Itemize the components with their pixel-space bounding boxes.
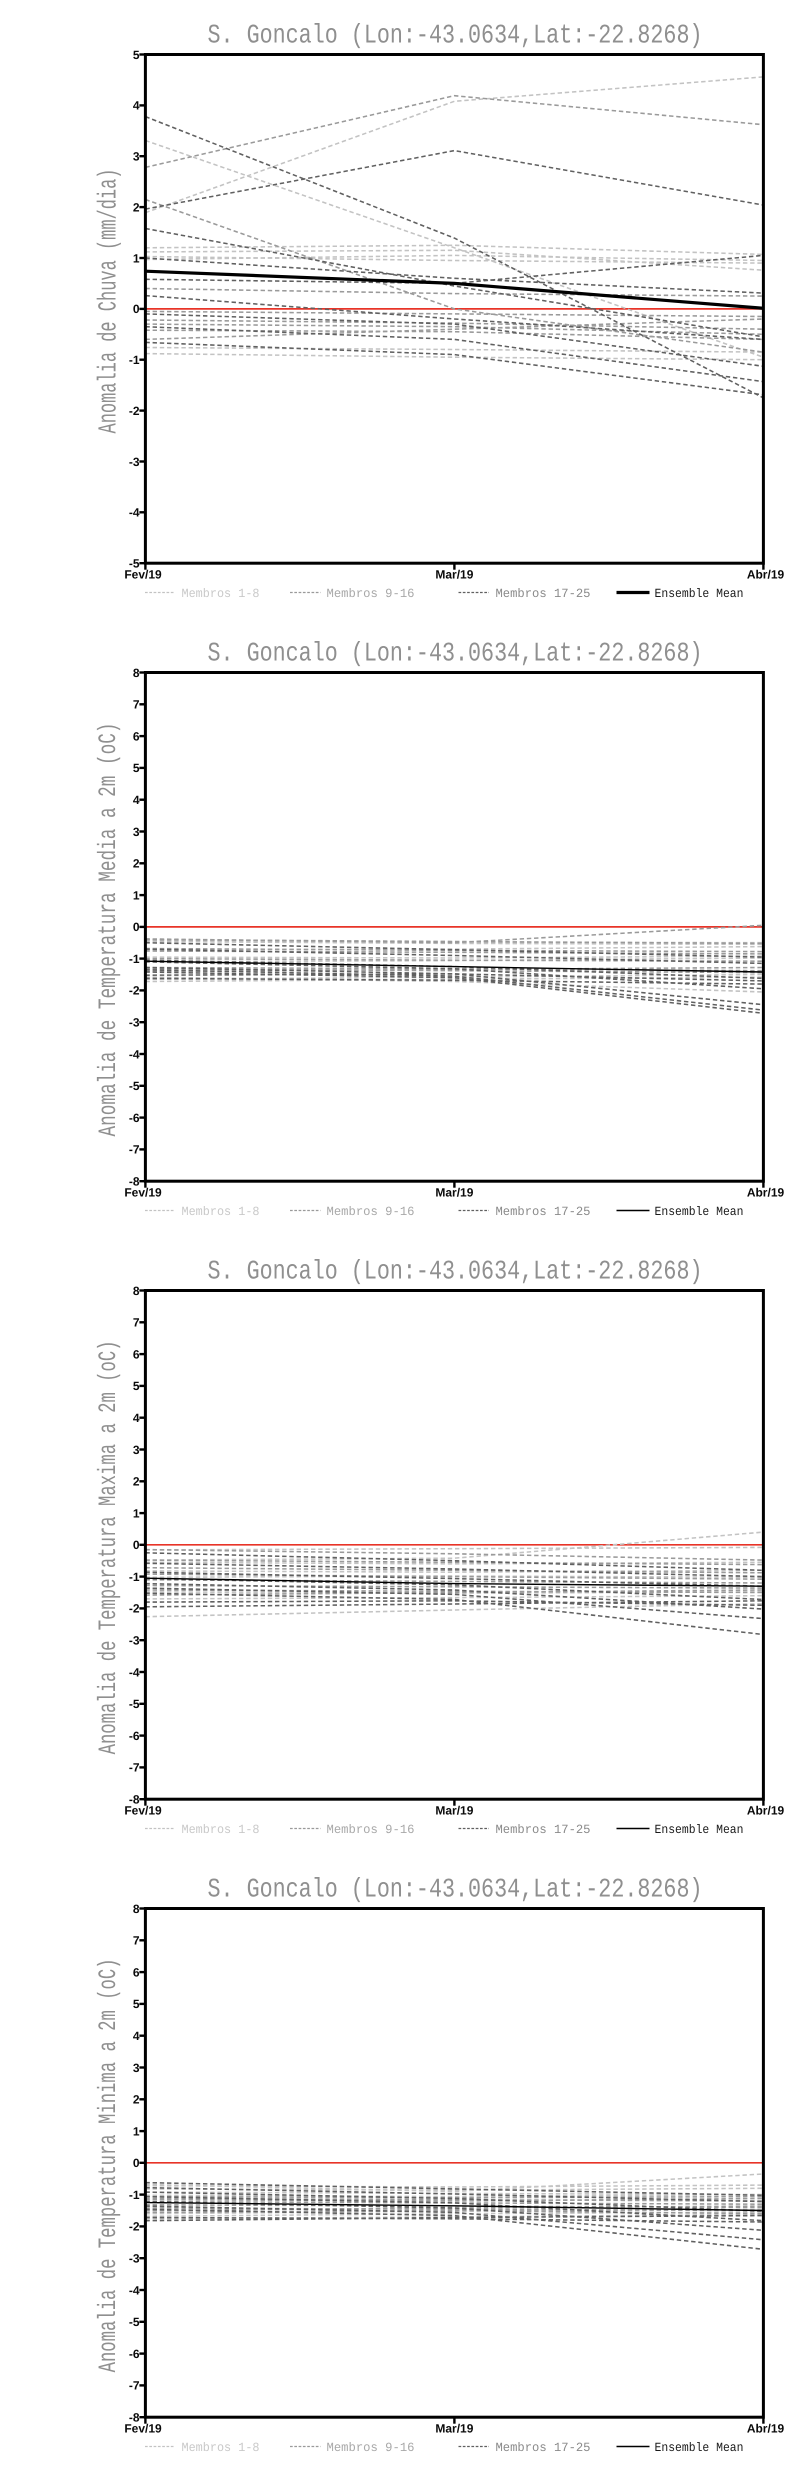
svg-text:8: 8 [133,1284,140,1298]
svg-text:-1: -1 [129,2188,140,2202]
svg-text:3: 3 [133,2061,140,2075]
svg-text:3: 3 [133,1443,140,1457]
svg-text:-7: -7 [129,2379,140,2393]
svg-text:-2: -2 [129,1602,140,1616]
svg-text:5: 5 [133,1379,140,1393]
svg-text:Ensemble Mean: Ensemble Mean [655,1823,744,1837]
svg-text:1: 1 [133,2124,140,2138]
svg-text:3: 3 [133,825,140,839]
svg-text:-3: -3 [129,2252,140,2266]
svg-text:-5: -5 [129,2315,140,2329]
svg-text:0: 0 [133,920,140,934]
svg-text:-4: -4 [129,1047,140,1061]
svg-text:4: 4 [133,99,140,113]
svg-text:-2: -2 [129,404,140,418]
svg-text:0: 0 [133,302,140,316]
svg-text:Anomalia de Chuva (mm/dia): Anomalia de Chuva (mm/dia) [94,169,124,434]
svg-text:-3: -3 [129,455,140,469]
svg-text:Mar/19: Mar/19 [435,1186,473,1200]
svg-text:Fev/19: Fev/19 [124,568,162,582]
svg-text:S. Goncalo (Lon:-43.0634,Lat:-: S. Goncalo (Lon:-43.0634,Lat:-22.8268) [208,1876,703,1906]
svg-text:1: 1 [133,888,140,902]
svg-text:-1: -1 [129,1570,140,1584]
svg-text:5: 5 [133,761,140,775]
svg-text:2: 2 [133,857,140,871]
svg-text:-4: -4 [129,1665,140,1679]
svg-text:2: 2 [133,2093,140,2107]
svg-text:8: 8 [133,666,140,680]
svg-text:0: 0 [133,1538,140,1552]
svg-text:Mar/19: Mar/19 [435,568,473,582]
svg-text:0: 0 [133,2156,140,2170]
svg-text:-4: -4 [129,506,140,520]
svg-text:7: 7 [133,1934,140,1948]
svg-text:-5: -5 [129,1697,140,1711]
svg-text:6: 6 [133,1347,140,1361]
svg-text:-2: -2 [129,984,140,998]
svg-text:-5: -5 [129,1079,140,1093]
svg-text:-3: -3 [129,1634,140,1648]
svg-text:4: 4 [133,793,140,807]
svg-text:6: 6 [133,1965,140,1979]
svg-text:3: 3 [133,150,140,164]
svg-text:Membros 17-25: Membros 17-25 [496,2441,591,2455]
svg-text:Membros 1-8: Membros 1-8 [182,1823,260,1837]
svg-text:-1: -1 [129,353,140,367]
svg-text:Abr/19: Abr/19 [747,568,785,582]
svg-text:-8: -8 [129,2411,140,2425]
svg-text:-7: -7 [129,1143,140,1157]
svg-text:1: 1 [133,251,140,265]
svg-text:Ensemble Mean: Ensemble Mean [655,1205,744,1219]
svg-text:Membros 9-16: Membros 9-16 [327,1823,415,1837]
svg-text:Membros 9-16: Membros 9-16 [327,587,415,601]
svg-text:Membros 9-16: Membros 9-16 [327,2441,415,2455]
svg-text:-3: -3 [129,1016,140,1030]
svg-text:Membros 1-8: Membros 1-8 [182,1205,260,1219]
svg-text:-1: -1 [129,952,140,966]
svg-text:-6: -6 [129,1111,140,1125]
svg-text:Anomalia de Temperatura Media: Anomalia de Temperatura Media a 2m (oC) [94,723,123,1137]
svg-text:Abr/19: Abr/19 [747,1804,785,1818]
svg-text:Fev/19: Fev/19 [124,2422,162,2436]
svg-text:S. Goncalo (Lon:-43.0634,Lat:-: S. Goncalo (Lon:-43.0634,Lat:-22.8268) [208,640,703,670]
svg-text:Membros 1-8: Membros 1-8 [182,2441,260,2455]
svg-text:Membros 9-16: Membros 9-16 [327,1205,415,1219]
svg-text:2: 2 [133,1475,140,1489]
svg-text:Membros 17-25: Membros 17-25 [496,1823,591,1837]
svg-text:4: 4 [133,1411,140,1425]
svg-text:-4: -4 [129,2283,140,2297]
svg-text:8: 8 [133,1902,140,1916]
svg-text:Ensemble Mean: Ensemble Mean [655,2441,744,2455]
svg-text:S. Goncalo (Lon:-43.0634,Lat:-: S. Goncalo (Lon:-43.0634,Lat:-22.8268) [208,1258,703,1288]
svg-text:1: 1 [133,1506,140,1520]
svg-text:-5: -5 [129,557,140,571]
svg-text:Membros 1-8: Membros 1-8 [182,587,260,601]
svg-text:6: 6 [133,729,140,743]
svg-text:Anomalia de Temperatura Minima: Anomalia de Temperatura Minima a 2m (oC) [94,1958,123,2372]
svg-text:-2: -2 [129,2220,140,2234]
svg-text:Abr/19: Abr/19 [747,2422,785,2436]
svg-text:5: 5 [133,1997,140,2011]
svg-text:Mar/19: Mar/19 [435,1804,473,1818]
svg-text:2: 2 [133,200,140,214]
svg-text:7: 7 [133,1316,140,1330]
svg-text:Membros 17-25: Membros 17-25 [496,1205,591,1219]
svg-text:Fev/19: Fev/19 [124,1804,162,1818]
svg-text:Membros 17-25: Membros 17-25 [496,587,591,601]
svg-text:7: 7 [133,698,140,712]
svg-text:4: 4 [133,2029,140,2043]
svg-text:Abr/19: Abr/19 [747,1186,785,1200]
svg-text:S. Goncalo (Lon:-43.0634,Lat:-: S. Goncalo (Lon:-43.0634,Lat:-22.8268) [208,22,703,52]
svg-text:5: 5 [133,48,140,62]
svg-text:Anomalia de Temperatura Maxima: Anomalia de Temperatura Maxima a 2m (oC) [94,1340,123,1754]
svg-text:-8: -8 [129,1175,140,1189]
svg-text:Mar/19: Mar/19 [435,2422,473,2436]
svg-text:-7: -7 [129,1761,140,1775]
svg-text:-8: -8 [129,1793,140,1807]
svg-text:Fev/19: Fev/19 [124,1186,162,1200]
svg-text:-6: -6 [129,2347,140,2361]
svg-text:Ensemble Mean: Ensemble Mean [655,587,744,601]
svg-text:-6: -6 [129,1729,140,1743]
